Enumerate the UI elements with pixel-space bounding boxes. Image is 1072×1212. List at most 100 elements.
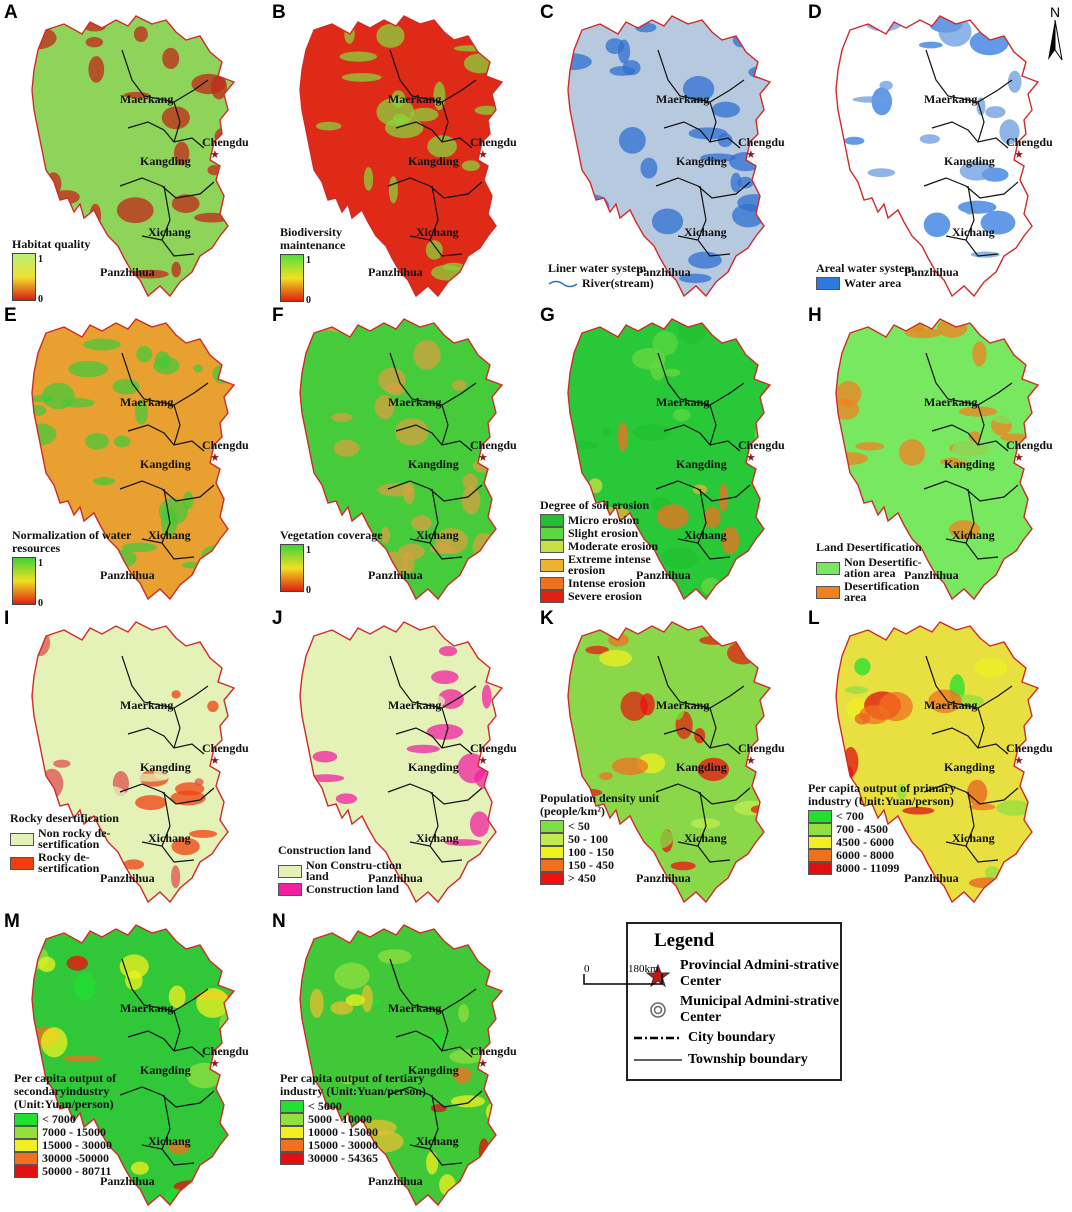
provincial-star-icon: ★ — [1014, 149, 1024, 161]
city-label-panzhihua: Panzhihua — [636, 568, 691, 582]
legend-class-0: < 7000 — [14, 1113, 164, 1126]
north-label: N — [1050, 4, 1060, 20]
panel-label-h: H — [808, 305, 822, 326]
map-panel-h: H Maerkang Kangding Chengdu Xichang Panzhihua… — [804, 303, 1072, 606]
panel-legend-c: Liner water system River(stream) — [548, 262, 698, 290]
legend-swatch — [540, 514, 564, 527]
legend-class-label: Extreme intense erosion — [568, 552, 651, 577]
panel-legend-k: Population density unit (people/km²) < 50… — [540, 792, 690, 885]
legend-swatch — [278, 883, 302, 896]
provincial-star-icon: ★ — [478, 1058, 488, 1070]
panel-legend-a: Habitat quality 1 0 — [12, 237, 132, 303]
city-label-kangding: Kangding — [944, 760, 995, 774]
provincial-star-icon: ★ — [210, 452, 220, 464]
legend-item-city-boundary: City boundary — [688, 1030, 776, 1045]
legend-class-1: Construction land — [278, 883, 428, 896]
city-label-xichang: Xichang — [684, 225, 727, 239]
legend-class-3: 15000 - 30000 — [280, 1139, 430, 1152]
legend-item-provincial: Provincial Admini-strative Center — [680, 958, 839, 989]
legend-class-1: 50 - 100 — [540, 833, 690, 846]
panel-label-a: A — [4, 2, 18, 23]
legend-class-0: Non rocky de-sertification — [10, 827, 160, 851]
legend-class-label: 700 - 4500 — [836, 822, 888, 836]
legend-class-4: 30000 - 54365 — [280, 1152, 430, 1165]
city-label-xichang: Xichang — [952, 831, 995, 845]
city-label-panzhihua: Panzhihua — [100, 265, 155, 279]
legend-swatch — [280, 1113, 304, 1126]
ramp-high: 1 — [38, 254, 43, 265]
legend-swatch — [540, 558, 564, 572]
legend-class-1: 700 - 4500 — [808, 823, 958, 836]
panel-label-j: J — [272, 608, 283, 629]
region-fill — [300, 925, 502, 1205]
legend-swatch — [14, 1165, 38, 1178]
legend-swatch — [808, 849, 832, 862]
legend-swatch — [14, 1139, 38, 1152]
legend-swatch — [816, 585, 840, 599]
panel-legend-b: Biodiversity maintenance 1 0 — [280, 226, 400, 303]
panel-label-d: D — [808, 2, 822, 23]
legend-item-municipal: Municipal Admini-strative Center — [680, 994, 840, 1025]
legend-class-0: < 5000 — [280, 1100, 430, 1113]
ramp-low: 0 — [306, 585, 311, 596]
city-label-xichang: Xichang — [148, 528, 191, 542]
ramp-high: 1 — [38, 558, 43, 569]
legend-class-label: 5000 - 10000 — [308, 1112, 372, 1126]
map-h — [835, 318, 1040, 601]
legend-class-label: Moderate erosion — [568, 539, 659, 553]
map-panel-b: B Maerkang Kangding Chengdu Xichang Panzhihua… — [268, 0, 536, 303]
legend-title: Liner water system — [548, 261, 647, 275]
legend-class-label: 15000 - 30000 — [308, 1138, 378, 1152]
city-label-maerkang: Maerkang — [656, 395, 710, 409]
provincial-star-icon: ★ — [210, 755, 220, 767]
legend-title: Per capita output of secondaryindustry (… — [14, 1071, 117, 1111]
legend-class-5: Severe erosion — [540, 590, 690, 603]
legend-class-label: 30000 - 54365 — [308, 1151, 378, 1165]
city-label-panzhihua: Panzhihua — [100, 568, 155, 582]
color-ramp — [12, 253, 36, 301]
city-label-maerkang: Maerkang — [120, 698, 174, 712]
legend-class-1: Rocky de-sertification — [10, 851, 160, 875]
legend-swatch — [808, 823, 832, 836]
legend-class-label: 6000 - 8000 — [836, 848, 894, 862]
legend-swatch — [280, 1152, 304, 1165]
legend-class-1: Desertification area — [816, 580, 966, 604]
panel-legend-g: Degree of soil erosion Micro erosion Sligh… — [540, 499, 690, 603]
legend-title: Habitat quality — [12, 237, 91, 251]
legend-class-label: River(stream) — [582, 276, 654, 290]
legend-class-0: Non Desertific-ation area — [816, 556, 966, 580]
legend-class-label: 8000 - 11099 — [836, 861, 900, 875]
city-label-xichang: Xichang — [416, 528, 459, 542]
legend-class-label: 10000 - 15000 — [308, 1125, 378, 1139]
legend-swatch — [540, 527, 564, 540]
legend-swatch — [280, 1139, 304, 1152]
ramp-low: 0 — [38, 598, 43, 606]
legend-swatch — [540, 820, 564, 833]
provincial-star-icon: ★ — [210, 149, 220, 161]
city-label-chengdu: Chengdu — [738, 135, 785, 149]
legend-class-1: Slight erosion — [540, 527, 690, 540]
legend-title: Per capita output of tertiary industry (… — [280, 1071, 426, 1098]
provincial-star-icon: ★ — [478, 452, 488, 464]
legend-class-label: 100 - 150 — [568, 845, 614, 859]
panel-legend-d: Areal water system Water area — [816, 262, 966, 290]
legend-swatch — [540, 846, 564, 859]
city-label-chengdu: Chengdu — [738, 438, 785, 452]
legend-class-2: Moderate erosion — [540, 540, 690, 553]
legend-swatch — [816, 561, 840, 575]
legend-class-label: < 5000 — [308, 1099, 342, 1113]
map-i — [31, 621, 236, 904]
legend-title: Population density unit (people/km²) — [540, 791, 660, 818]
panel-legend-l: Per capita output of primary industry (U… — [808, 782, 958, 875]
legend-class-label: 30000 -50000 — [42, 1151, 109, 1165]
city-label-maerkang: Maerkang — [388, 698, 442, 712]
legend-class-4: 8000 - 11099 — [808, 862, 958, 875]
legend-swatch — [14, 1152, 38, 1165]
north-arrow-icon: N — [1048, 4, 1063, 61]
panel-label-l: L — [808, 608, 820, 629]
double-circle-icon — [650, 1002, 666, 1018]
region-fill — [568, 622, 770, 902]
city-label-kangding: Kangding — [944, 457, 995, 471]
scale-end: 180km — [628, 963, 659, 975]
legend-class-label: 4500 - 6000 — [836, 835, 894, 849]
